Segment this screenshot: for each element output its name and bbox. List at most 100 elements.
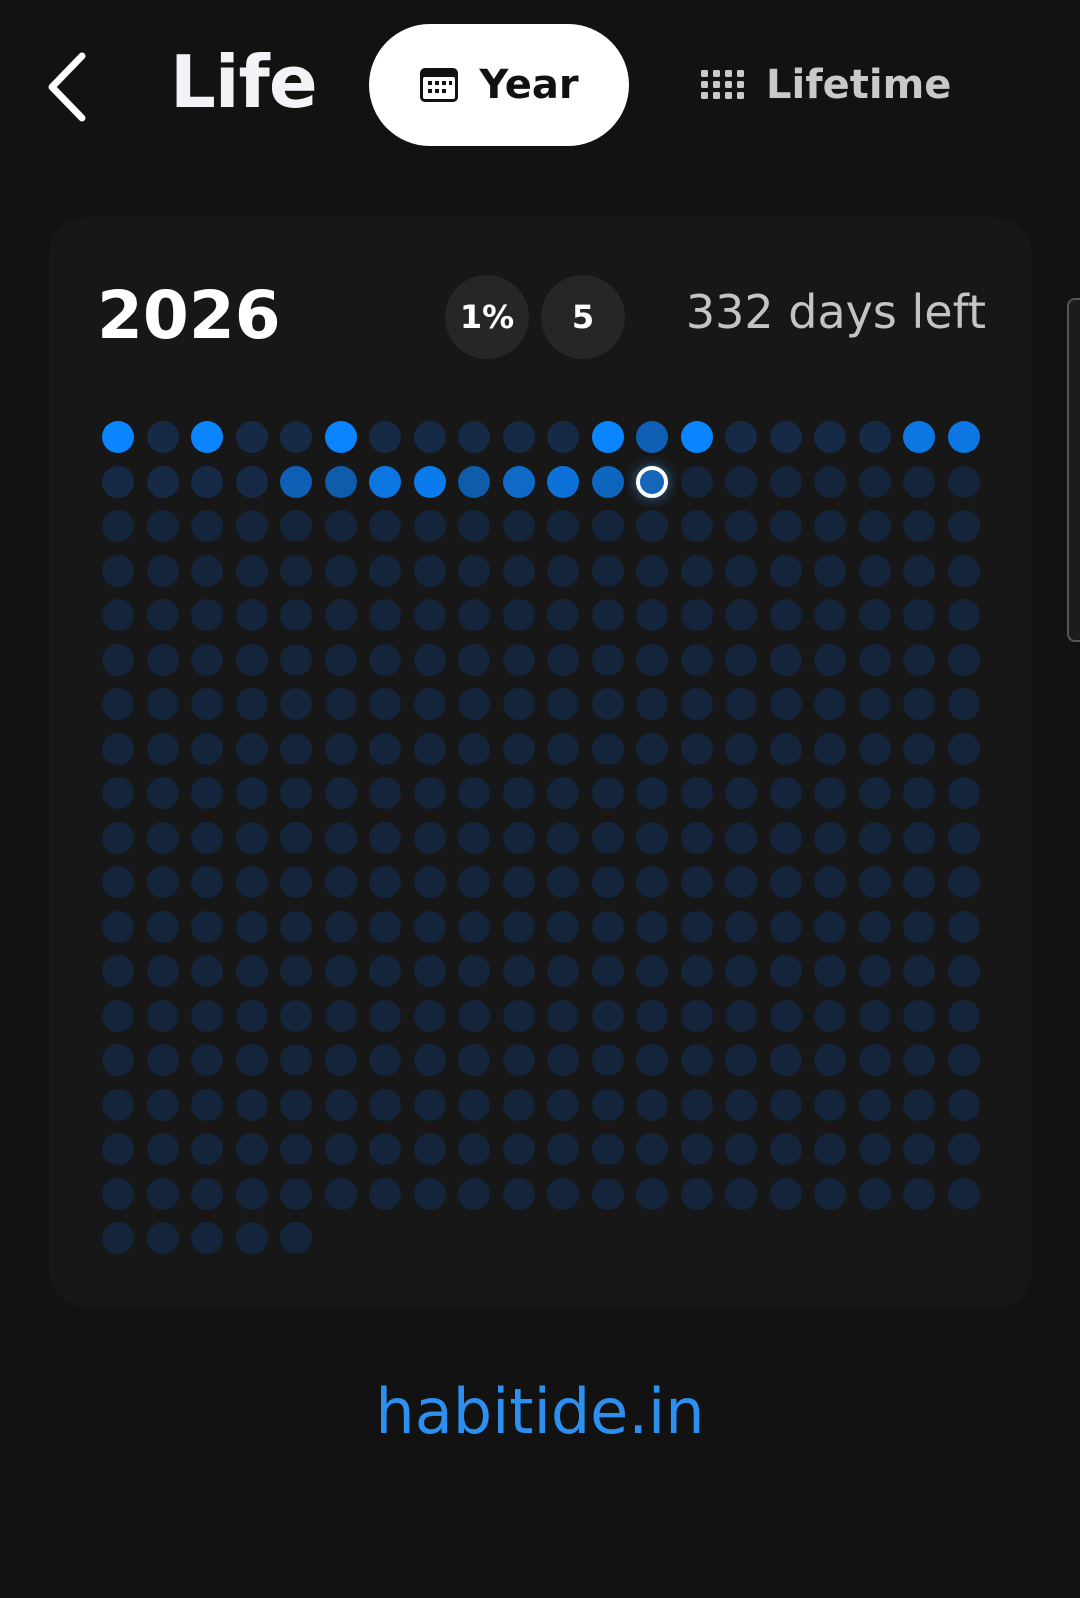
day-dot-future[interactable] [324,643,357,676]
day-dot-future[interactable] [814,1044,846,1076]
day-dot-past[interactable] [280,465,312,498]
day-dot-future[interactable] [547,643,579,676]
day-dot-future[interactable] [591,1177,624,1210]
day-dot-future[interactable] [324,1044,357,1076]
day-dot-future[interactable] [547,1133,579,1165]
day-dot-future[interactable] [235,1222,268,1254]
day-dot-past[interactable] [814,421,846,453]
day-dot-future[interactable] [547,688,579,720]
day-dot-future[interactable] [413,1044,446,1076]
scrollbar[interactable] [1067,298,1080,642]
day-dot-future[interactable] [680,1088,713,1121]
day-dot-future[interactable] [280,599,312,631]
day-dot-future[interactable] [680,465,713,498]
day-dot-future[interactable] [814,1088,846,1121]
day-dot-future[interactable] [725,688,757,720]
day-dot-future[interactable] [369,999,401,1032]
day-dot-future[interactable] [191,1088,223,1121]
day-dot-future[interactable] [458,1133,490,1165]
day-dot-future[interactable] [102,910,134,943]
day-dot-future[interactable] [903,999,935,1032]
day-dot-future[interactable] [102,955,134,987]
day-dot-future[interactable] [903,777,935,809]
day-dot-future[interactable] [947,1044,980,1076]
day-dot-future[interactable] [413,999,446,1032]
day-dot-future[interactable] [547,1044,579,1076]
day-dot-past[interactable] [947,421,980,453]
day-dot-future[interactable] [191,732,223,765]
day-dot-future[interactable] [591,554,624,587]
day-dot-future[interactable] [280,910,312,943]
day-dot-past[interactable] [235,421,268,453]
day-dot-past[interactable] [102,465,134,498]
day-dot-future[interactable] [280,1222,312,1254]
day-dot-future[interactable] [280,1088,312,1121]
day-dot-future[interactable] [903,554,935,587]
day-dot-future[interactable] [636,643,668,676]
website-link[interactable]: habitide.in [375,1375,705,1448]
day-dot-future[interactable] [191,688,223,720]
day-dot-future[interactable] [725,599,757,631]
day-dot-past[interactable] [725,421,757,453]
day-dot-future[interactable] [814,688,846,720]
day-dot-future[interactable] [858,1177,891,1210]
day-dot-future[interactable] [324,1133,357,1165]
day-dot-future[interactable] [369,688,401,720]
day-dot-future[interactable] [947,955,980,987]
day-dot-future[interactable] [858,1088,891,1121]
day-dot-future[interactable] [947,688,980,720]
day-dot-future[interactable] [947,999,980,1032]
day-dot-future[interactable] [547,732,579,765]
day-dot-future[interactable] [191,643,223,676]
day-dot-future[interactable] [591,688,624,720]
tab-year[interactable]: Year [369,24,629,146]
day-dot-future[interactable] [769,465,802,498]
day-dot-future[interactable] [591,955,624,987]
day-dot-future[interactable] [324,1088,357,1121]
day-dot-future[interactable] [458,910,490,943]
day-dot-future[interactable] [191,821,223,854]
day-dot-future[interactable] [814,732,846,765]
day-dot-future[interactable] [191,910,223,943]
day-dot-future[interactable] [458,999,490,1032]
day-dot-future[interactable] [903,643,935,676]
day-dot-past[interactable] [858,421,891,453]
day-dot-future[interactable] [769,1088,802,1121]
day-dot-past[interactable] [191,421,223,453]
day-dot-future[interactable] [191,510,223,542]
day-dot-future[interactable] [235,1088,268,1121]
day-dot-future[interactable] [280,821,312,854]
day-dot-future[interactable] [458,688,490,720]
day-dot-future[interactable] [280,1133,312,1165]
day-dot-future[interactable] [591,1133,624,1165]
day-dot-future[interactable] [858,955,891,987]
day-dot-future[interactable] [235,599,268,631]
day-dot-future[interactable] [502,732,535,765]
day-dot-future[interactable] [235,910,268,943]
day-dot-future[interactable] [502,643,535,676]
day-dot-future[interactable] [858,1133,891,1165]
day-dot-future[interactable] [903,1088,935,1121]
day-dot-future[interactable] [903,1177,935,1210]
day-dot-future[interactable] [191,1044,223,1076]
day-dot-future[interactable] [680,688,713,720]
day-dot-future[interactable] [146,643,179,676]
day-dot-future[interactable] [725,1177,757,1210]
day-dot-future[interactable] [769,910,802,943]
day-dot-future[interactable] [725,643,757,676]
day-dot-future[interactable] [458,554,490,587]
day-dot-future[interactable] [413,599,446,631]
day-dot-future[interactable] [769,554,802,587]
day-dot-future[interactable] [146,510,179,542]
day-dot-future[interactable] [769,955,802,987]
day-dot-past[interactable] [458,465,490,498]
day-dot-future[interactable] [458,821,490,854]
day-dot-future[interactable] [903,510,935,542]
day-dot-future[interactable] [324,999,357,1032]
day-dot-past[interactable] [502,465,535,498]
day-dot-past[interactable] [235,465,268,498]
day-dot-future[interactable] [814,465,846,498]
day-dot-future[interactable] [324,955,357,987]
day-dot-future[interactable] [369,732,401,765]
day-dot-future[interactable] [547,999,579,1032]
